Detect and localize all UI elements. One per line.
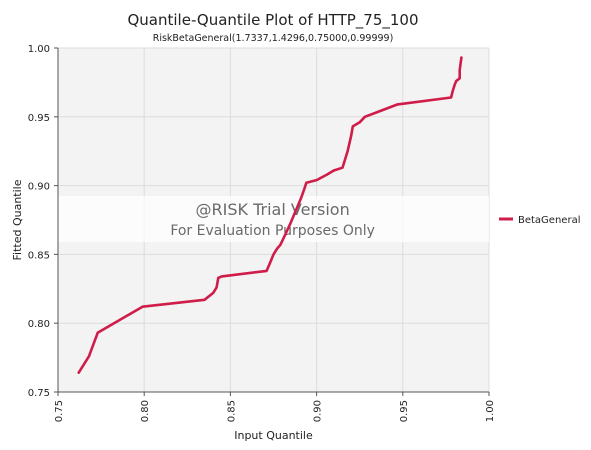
trial-watermark: @RISK Trial Version For Evaluation Purpo… — [58, 196, 489, 242]
series-line-betageneral — [77, 56, 463, 374]
y-tick-label: 0.95 — [28, 113, 50, 124]
x-tick-label: 0.90 — [313, 400, 324, 422]
watermark-band — [58, 196, 489, 242]
watermark-title: @RISK Trial Version — [196, 200, 350, 219]
x-tick-label: 0.75 — [54, 400, 65, 422]
y-tick-label: 1.00 — [28, 44, 50, 55]
y-tick-label: 0.85 — [28, 250, 50, 261]
legend-label-betageneral: BetaGeneral — [518, 215, 580, 226]
chart-subtitle: RiskBetaGeneral(1.7337,1.4296,0.75000,0.… — [153, 33, 394, 44]
x-axis-label: Input Quantile — [234, 429, 313, 442]
chart-title: Quantile-Quantile Plot of HTTP_75_100 — [127, 11, 418, 30]
axes — [57, 48, 489, 393]
y-axis-label: Fitted Quantile — [11, 179, 24, 260]
x-tick-label: 0.80 — [140, 400, 151, 422]
watermark-subtitle: For Evaluation Purposes Only — [170, 223, 375, 239]
x-tick-label: 0.85 — [226, 400, 237, 422]
y-axis-ticks: 0.75 0.80 0.85 0.90 0.95 1.00 — [28, 44, 58, 399]
x-tick-label: 0.95 — [399, 400, 410, 422]
series-layer — [77, 56, 463, 374]
x-tick-label: 1.00 — [485, 400, 496, 422]
y-tick-label: 0.75 — [28, 388, 50, 399]
y-tick-label: 0.90 — [28, 182, 50, 193]
x-axis-ticks: 0.75 0.80 0.85 0.90 0.95 1.00 — [54, 392, 496, 422]
y-tick-label: 0.80 — [28, 319, 50, 330]
legend: BetaGeneral — [499, 215, 580, 226]
